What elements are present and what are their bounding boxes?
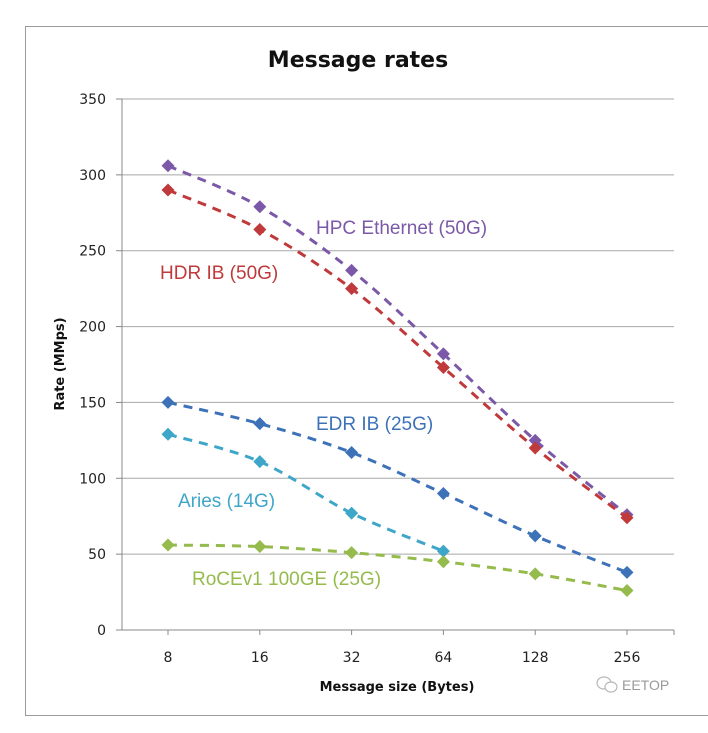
x-tick-label: 16 (251, 650, 269, 666)
data-point-marker (161, 427, 175, 441)
series-label: HPC Ethernet (50G) (316, 218, 487, 239)
axes (116, 99, 675, 635)
watermark: EETOP (596, 676, 669, 693)
x-tick-label: 128 (522, 650, 549, 666)
x-tick-label: 8 (164, 650, 173, 666)
data-point-marker (620, 584, 634, 598)
series-1 (161, 183, 634, 525)
series-group (161, 159, 634, 598)
data-point-marker (161, 183, 175, 197)
x-axis-title: Message size (Bytes) (320, 680, 475, 695)
data-point-marker (620, 565, 634, 579)
data-point-marker (253, 200, 267, 214)
wechat-icon (596, 676, 618, 693)
x-tick-label: 32 (343, 650, 361, 666)
data-point-marker (528, 441, 542, 455)
series-2 (161, 395, 634, 579)
y-tick-label: 200 (79, 320, 106, 336)
data-point-marker (345, 282, 359, 296)
data-point-marker (161, 395, 175, 409)
series-3 (161, 427, 450, 558)
y-tick-label: 300 (79, 168, 106, 184)
series-line (167, 400, 628, 574)
series-label: Aries (14G) (178, 491, 275, 512)
data-point-marker (436, 361, 450, 375)
series-line (167, 164, 628, 516)
data-point-marker (436, 486, 450, 500)
y-tick-label: 50 (88, 547, 106, 563)
data-point-marker (345, 445, 359, 459)
data-point-marker (253, 417, 267, 431)
data-point-marker (620, 511, 634, 525)
x-tick-label: 64 (434, 650, 452, 666)
x-tick-labels: 8 16 32 64 128 256 (164, 650, 641, 666)
data-point-marker (528, 567, 542, 581)
series-label: HDR IB (50G) (160, 263, 278, 284)
series-labels: HPC Ethernet (50G) HDR IB (50G) EDR IB (25… (160, 218, 487, 590)
y-tick-labels: 0 50 100 150 200 250 300 350 (79, 92, 106, 639)
series-4 (161, 538, 634, 598)
data-point-marker (345, 546, 359, 560)
data-point-marker (436, 544, 450, 558)
data-point-marker (436, 347, 450, 361)
data-point-marker (161, 538, 175, 552)
watermark-text: EETOP (622, 677, 669, 693)
y-tick-label: 100 (79, 471, 106, 487)
series-line (167, 543, 628, 593)
y-tick-label: 150 (79, 395, 106, 411)
chart-title: Message rates (268, 48, 448, 73)
data-point-marker (528, 433, 542, 447)
data-point-marker (253, 455, 267, 469)
data-point-marker (345, 506, 359, 520)
data-point-marker (345, 263, 359, 277)
y-tick-label: 0 (97, 623, 106, 639)
data-point-marker (436, 555, 450, 569)
chart-frame (25, 26, 708, 716)
data-point-marker (161, 159, 175, 173)
series-label: RoCEv1 100GE (25G) (192, 569, 381, 590)
y-axis-title: Rate (MMps) (53, 317, 68, 410)
data-point-marker (528, 529, 542, 543)
series-label: EDR IB (25G) (316, 414, 433, 435)
series-line (167, 188, 628, 519)
series-line (167, 432, 444, 553)
data-point-marker (253, 540, 267, 554)
data-point-marker (253, 222, 267, 236)
gridlines (116, 98, 674, 631)
x-tick-label: 256 (614, 650, 641, 666)
y-tick-label: 350 (79, 92, 106, 108)
y-tick-label: 250 (79, 244, 106, 260)
series-0 (161, 159, 634, 522)
